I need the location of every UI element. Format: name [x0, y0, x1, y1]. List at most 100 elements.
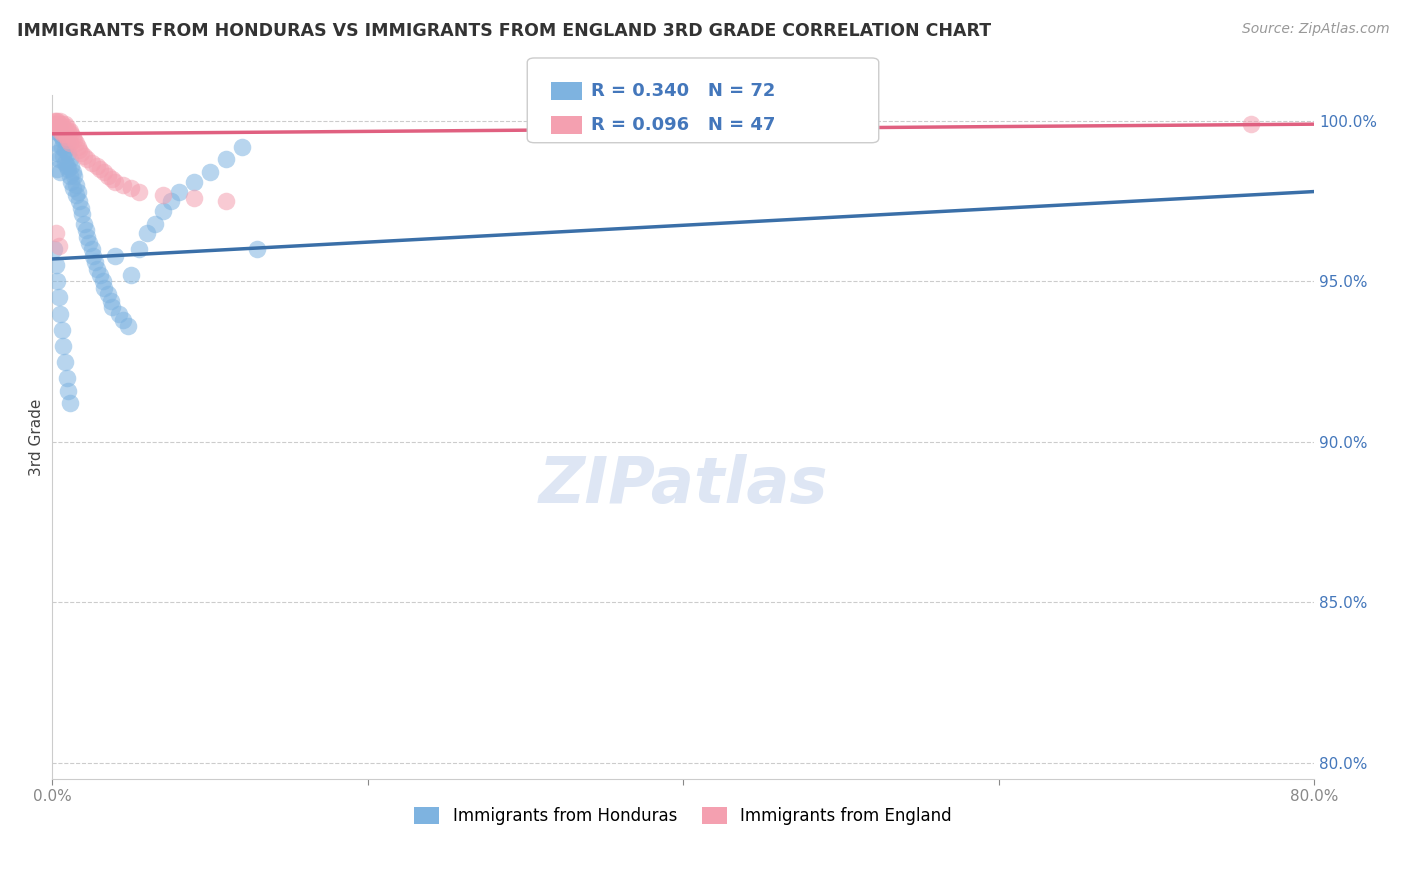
Point — [53, 143, 76, 157]
Point — [152, 187, 174, 202]
Point — [45, 259, 67, 273]
Point — [49, 165, 72, 179]
Point — [48, 239, 70, 253]
Point — [112, 178, 135, 193]
Point — [183, 175, 205, 189]
Point — [42, 123, 65, 137]
Point — [45, 136, 67, 151]
Point — [51, 130, 73, 145]
Point — [48, 120, 70, 135]
Point — [67, 194, 90, 209]
Point — [48, 120, 70, 135]
Point — [89, 268, 111, 282]
Point — [48, 117, 70, 131]
Point — [55, 370, 77, 384]
Point — [136, 227, 159, 241]
Point — [104, 175, 127, 189]
Point — [51, 322, 73, 336]
Point — [215, 194, 238, 209]
Point — [76, 153, 98, 167]
Point — [46, 162, 69, 177]
Point — [97, 287, 120, 301]
Point — [60, 127, 83, 141]
Point — [80, 155, 103, 169]
Point — [56, 146, 79, 161]
Point — [69, 201, 91, 215]
Text: Source: ZipAtlas.com: Source: ZipAtlas.com — [1241, 22, 1389, 37]
Point — [59, 396, 82, 410]
Point — [63, 133, 86, 147]
Point — [56, 384, 79, 398]
Point — [159, 194, 181, 209]
Point — [62, 181, 84, 195]
Point — [97, 169, 120, 183]
Point — [51, 117, 73, 131]
Point — [52, 133, 75, 147]
Point — [65, 178, 87, 193]
Point — [143, 217, 166, 231]
Point — [91, 275, 114, 289]
Point — [62, 130, 84, 145]
Point — [76, 229, 98, 244]
Point — [104, 249, 127, 263]
Point — [48, 291, 70, 305]
Point — [46, 120, 69, 135]
Point — [66, 139, 89, 153]
Point — [73, 149, 96, 163]
Point — [69, 146, 91, 161]
Point — [53, 117, 76, 131]
Point — [72, 207, 94, 221]
Legend: Immigrants from Honduras, Immigrants from England: Immigrants from Honduras, Immigrants fro… — [408, 801, 959, 832]
Point — [52, 338, 75, 352]
Point — [65, 187, 87, 202]
Point — [86, 159, 108, 173]
Point — [75, 223, 97, 237]
Text: ZIPatlas: ZIPatlas — [538, 454, 828, 516]
Point — [45, 114, 67, 128]
Point — [77, 235, 100, 250]
Point — [45, 117, 67, 131]
Point — [56, 162, 79, 177]
Point — [51, 139, 73, 153]
Point — [215, 153, 238, 167]
Point — [66, 185, 89, 199]
Point — [59, 153, 82, 167]
Point — [53, 354, 76, 368]
Point — [1240, 117, 1263, 131]
Point — [42, 243, 65, 257]
Point — [73, 217, 96, 231]
Point — [56, 133, 79, 147]
Point — [231, 139, 253, 153]
Point — [65, 136, 87, 151]
Point — [82, 249, 104, 263]
Point — [55, 130, 77, 145]
Point — [128, 243, 150, 257]
Point — [89, 162, 111, 177]
Point — [246, 243, 269, 257]
Point — [183, 191, 205, 205]
Point — [53, 127, 76, 141]
Y-axis label: 3rd Grade: 3rd Grade — [30, 399, 44, 475]
Point — [120, 268, 142, 282]
Point — [198, 165, 221, 179]
Point — [52, 149, 75, 163]
Point — [46, 114, 69, 128]
Point — [101, 300, 124, 314]
Point — [60, 159, 83, 173]
Point — [55, 136, 77, 151]
Point — [42, 114, 65, 128]
Point — [80, 243, 103, 257]
Point — [101, 171, 124, 186]
Point — [46, 275, 69, 289]
Point — [100, 293, 122, 308]
Point — [67, 143, 90, 157]
Point — [48, 153, 70, 167]
Point — [52, 127, 75, 141]
Point — [60, 175, 83, 189]
Point — [63, 169, 86, 183]
Point — [53, 155, 76, 169]
Point — [59, 123, 82, 137]
Point — [93, 165, 115, 179]
Point — [59, 136, 82, 151]
Text: IMMIGRANTS FROM HONDURAS VS IMMIGRANTS FROM ENGLAND 3RD GRADE CORRELATION CHART: IMMIGRANTS FROM HONDURAS VS IMMIGRANTS F… — [17, 22, 991, 40]
